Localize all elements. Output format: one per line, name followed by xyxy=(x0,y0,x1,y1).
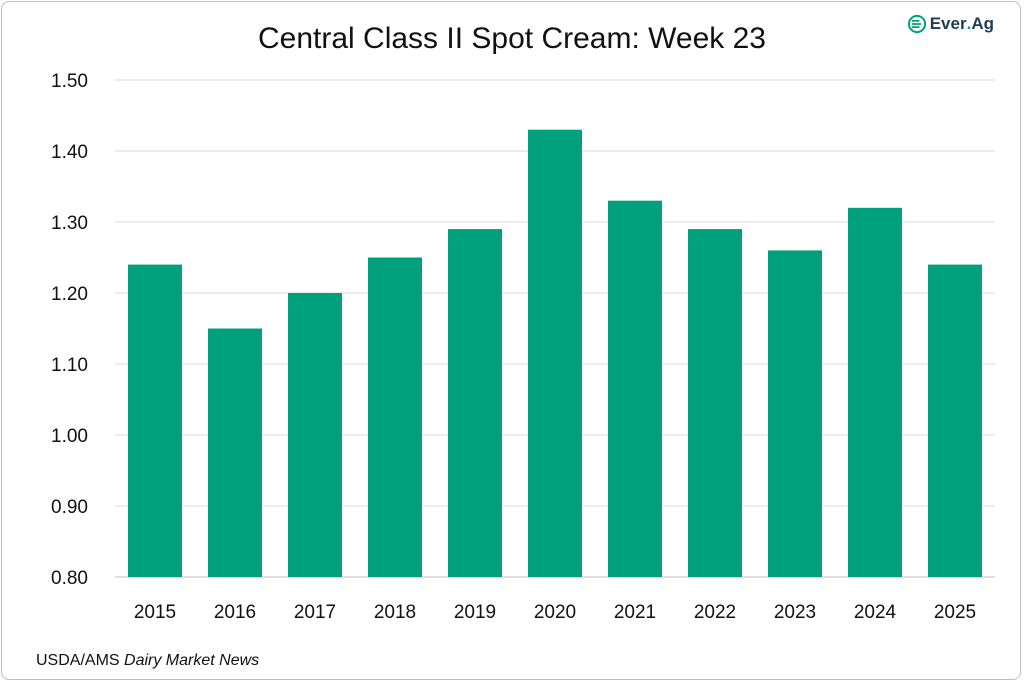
source-note: USDA/AMS Dairy Market News xyxy=(36,652,259,670)
x-tick-label: 2024 xyxy=(854,602,897,623)
x-tick-label: 2020 xyxy=(534,602,576,623)
logo-text-ag: Ag xyxy=(971,14,994,33)
x-tick-label: 2016 xyxy=(214,602,256,623)
y-tick-label: 0.80 xyxy=(51,568,88,589)
source-italic: Dairy Market News xyxy=(124,652,260,669)
x-tick-label: 2021 xyxy=(614,602,656,623)
y-axis-ticks: 0.80 0.90 1.00 1.10 1.20 1.30 1.40 1.50 xyxy=(51,71,88,589)
x-tick-label: 2015 xyxy=(134,602,176,623)
bar-2016 xyxy=(208,328,262,577)
source-prefix: USDA/AMS xyxy=(36,652,125,669)
y-tick-label: 1.00 xyxy=(51,426,88,447)
x-tick-label: 2019 xyxy=(454,602,496,623)
x-axis-ticks: 2015 2016 2017 2018 2019 2020 2021 2022 2023 2024… xyxy=(134,602,976,623)
x-tick-label: 2018 xyxy=(374,602,416,623)
y-tick-label: 1.50 xyxy=(51,71,88,92)
bar-2022 xyxy=(688,229,742,577)
y-tick-label: 1.40 xyxy=(51,142,88,163)
logo-text-dot: . xyxy=(966,14,972,33)
bar-2021 xyxy=(608,200,662,577)
ever-ag-logo: Ever. Ag xyxy=(907,12,994,36)
x-tick-label: 2023 xyxy=(774,602,816,623)
bar-2024 xyxy=(848,207,902,578)
bar-2017 xyxy=(288,293,342,577)
ever-ag-logo-icon xyxy=(907,15,926,33)
y-tick-label: 1.10 xyxy=(51,355,88,376)
bar-2015 xyxy=(128,264,182,577)
bar-2023 xyxy=(768,250,822,577)
bar-2025 xyxy=(928,264,982,577)
y-tick-label: 1.30 xyxy=(51,213,88,234)
chart-title: Central Class II Spot Cream: Week 23 xyxy=(258,22,766,55)
x-tick-label: 2022 xyxy=(694,602,736,623)
y-tick-label: 0.90 xyxy=(51,497,88,518)
bar-2018 xyxy=(368,257,422,577)
bar-2019 xyxy=(448,229,502,577)
x-tick-label: 2017 xyxy=(294,602,336,623)
y-tick-label: 1.20 xyxy=(51,284,88,305)
logo-text-ever: Ever xyxy=(929,14,967,33)
bars xyxy=(128,129,982,578)
bar-2020 xyxy=(528,129,582,577)
x-tick-label: 2025 xyxy=(934,602,976,623)
